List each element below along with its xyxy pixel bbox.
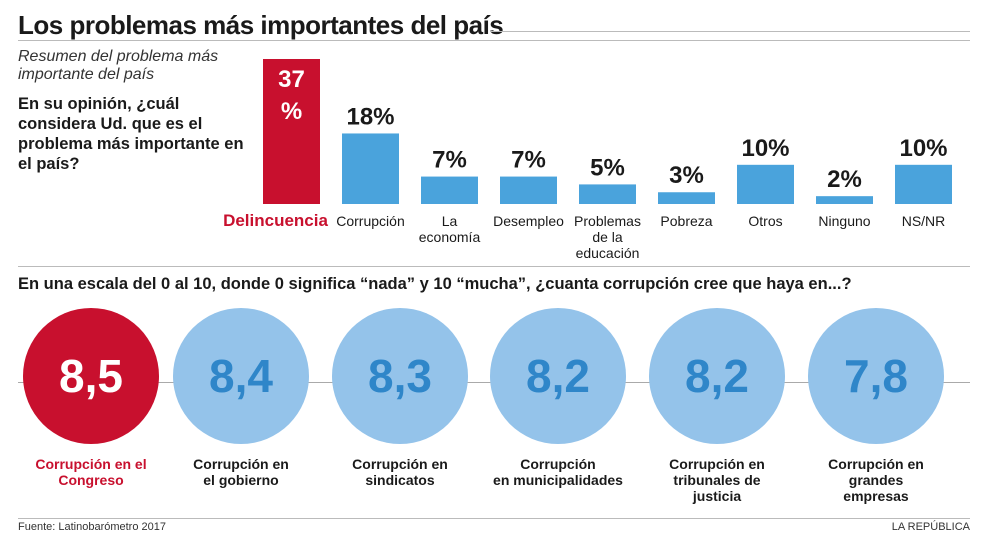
bubble-value-label: 8,4	[209, 350, 273, 402]
bar-2	[421, 176, 478, 204]
bar-category-label: La economía	[419, 213, 481, 245]
bubble-value-label: 8,2	[685, 350, 749, 402]
corruption-bubble-4: 8,2	[649, 308, 785, 444]
section-divider	[18, 266, 970, 267]
bar-category-label: Problemas de la educación	[574, 213, 641, 261]
corruption-bubble-1: 8,4	[173, 308, 309, 444]
bar-category-label: Corrupción	[336, 213, 404, 229]
corruption-bubble-5: 7,8	[808, 308, 944, 444]
bubble-category-label: Corrupción en el Congreso	[35, 456, 147, 488]
source-note: Fuente: Latinobarómetro 2017	[18, 521, 166, 533]
bar-3	[500, 176, 557, 204]
bar-category-label: Otros	[748, 213, 782, 229]
bar-category-label: Ninguno	[818, 213, 870, 229]
bubble-category-label: Corrupción en tribunales de justicia	[669, 456, 765, 504]
bar-value-label: 3%	[669, 162, 704, 189]
bar-value-label: 5%	[590, 154, 625, 181]
bar-category-label: Delincuencia	[223, 211, 328, 230]
bar-value-label: 18%	[346, 103, 394, 130]
bar-chart: 37 % Delincuencia 18% Corrupción 7% La economía…	[223, 59, 952, 261]
footer-divider	[18, 518, 970, 519]
bubble-value-label: 8,3	[368, 350, 432, 402]
bubble-category-label: Corrupción en municipalidades	[493, 456, 623, 488]
bar-5	[658, 192, 715, 204]
bubble-category-label: Corrupción en el gobierno	[193, 456, 289, 488]
chart-subtitle: Resumen del problema más importante del …	[18, 48, 219, 83]
page-title: Los problemas más importantes del país	[18, 10, 504, 40]
title-divider	[490, 31, 970, 32]
bar-7	[816, 196, 873, 204]
bar-4	[579, 184, 636, 204]
bar-8	[895, 164, 952, 204]
corruption-bubble-3: 8,2	[490, 308, 626, 444]
bar-category-label: NS/NR	[902, 213, 946, 229]
bar-6	[737, 164, 794, 204]
bar-value-label: 7%	[511, 147, 546, 174]
bar-value-label: 10%	[741, 135, 789, 162]
bubble-value-label: 8,5	[59, 350, 123, 402]
bubble-chart: 8,5 Corrupción en el Congreso 8,4 Corrupció…	[0, 300, 1000, 530]
bubble-category-label: Corrupción en grandes empresas	[828, 456, 924, 504]
bar-category-label: Pobreza	[660, 213, 712, 229]
bubble-category-label: Corrupción en sindicatos	[352, 456, 448, 488]
bar-value-label: 37%	[278, 66, 305, 125]
top-divider	[18, 40, 970, 41]
bubble-value-label: 7,8	[844, 350, 908, 402]
bar-value-label: 10%	[899, 135, 947, 162]
bar-0	[263, 59, 320, 204]
publisher-credit: LA REPÚBLICA	[891, 521, 970, 533]
bar-value-label: 7%	[432, 147, 467, 174]
corruption-bubble-2: 8,3	[332, 308, 468, 444]
bar-value-label: 2%	[827, 166, 862, 193]
bar-chart-question: En su opinión, ¿cuál considera Ud. que e…	[18, 95, 244, 173]
bar-category-label: Desempleo	[493, 213, 564, 229]
bubble-chart-question: En una escala del 0 al 10, donde 0 signi…	[18, 275, 852, 293]
bubble-value-label: 8,2	[526, 350, 590, 402]
corruption-bubble-0: 8,5	[23, 308, 159, 444]
bar-1	[342, 133, 399, 204]
